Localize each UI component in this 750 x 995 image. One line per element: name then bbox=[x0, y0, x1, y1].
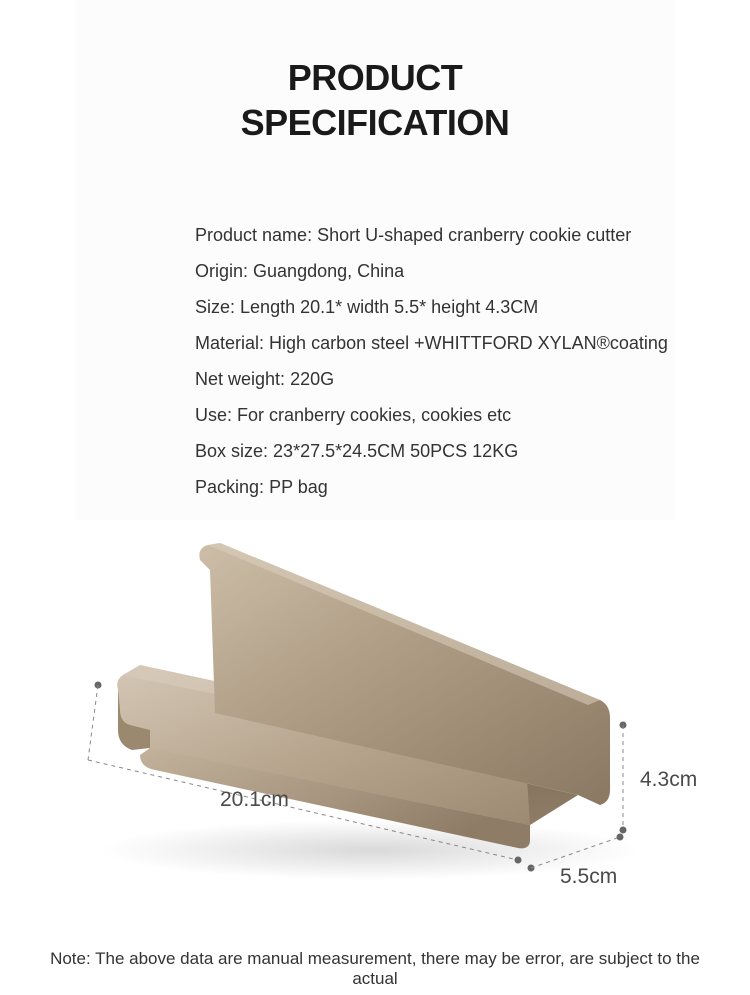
page-title: PRODUCT SPECIFICATION bbox=[75, 0, 675, 145]
dimension-width: 5.5cm bbox=[560, 865, 617, 889]
spec-label: Packing bbox=[195, 477, 259, 497]
spec-label: Size bbox=[195, 297, 230, 317]
spec-label: Use bbox=[195, 405, 227, 425]
spec-value: For cranberry cookies, cookies etc bbox=[237, 405, 511, 425]
spec-value: High carbon steel +WHITTFORD XYLAN®coati… bbox=[269, 333, 668, 353]
spec-value: 220G bbox=[290, 369, 334, 389]
spec-value: PP bag bbox=[269, 477, 328, 497]
dimension-length: 20.1cm bbox=[220, 788, 289, 812]
spec-label: Origin bbox=[195, 261, 243, 281]
product-illustration bbox=[60, 530, 700, 900]
spec-row: Use: For cranberry cookies, cookies etc bbox=[195, 397, 675, 433]
spec-row: Packing: PP bag bbox=[195, 469, 675, 505]
spec-row: Size: Length 20.1* width 5.5* height 4.3… bbox=[195, 289, 675, 325]
title-line-2: SPECIFICATION bbox=[75, 100, 675, 145]
spec-label: Box size bbox=[195, 441, 263, 461]
spec-row: Origin: Guangdong, China bbox=[195, 253, 675, 289]
title-line-1: PRODUCT bbox=[75, 55, 675, 100]
spec-row: Material: High carbon steel +WHITTFORD X… bbox=[195, 325, 675, 361]
spec-panel: PRODUCT SPECIFICATION Product name: Shor… bbox=[75, 0, 675, 520]
spec-value: Short U-shaped cranberry cookie cutter bbox=[317, 225, 631, 245]
spec-value: Length 20.1* width 5.5* height 4.3CM bbox=[240, 297, 538, 317]
spec-value: Guangdong, China bbox=[253, 261, 404, 281]
spec-row: Box size: 23*27.5*24.5CM 50PCS 12KG bbox=[195, 433, 675, 469]
measurement-note: Note: The above data are manual measurem… bbox=[0, 949, 750, 989]
dimension-height: 4.3cm bbox=[640, 768, 697, 792]
product-diagram: 20.1cm 4.3cm 5.5cm bbox=[60, 530, 700, 900]
spec-row: Product name: Short U-shaped cranberry c… bbox=[195, 217, 675, 253]
spec-label: Material bbox=[195, 333, 259, 353]
spec-row: Net weight: 220G bbox=[195, 361, 675, 397]
spec-list: Product name: Short U-shaped cranberry c… bbox=[75, 217, 675, 505]
spec-value: 23*27.5*24.5CM 50PCS 12KG bbox=[273, 441, 518, 461]
spec-label: Net weight bbox=[195, 369, 280, 389]
spec-label: Product name bbox=[195, 225, 307, 245]
